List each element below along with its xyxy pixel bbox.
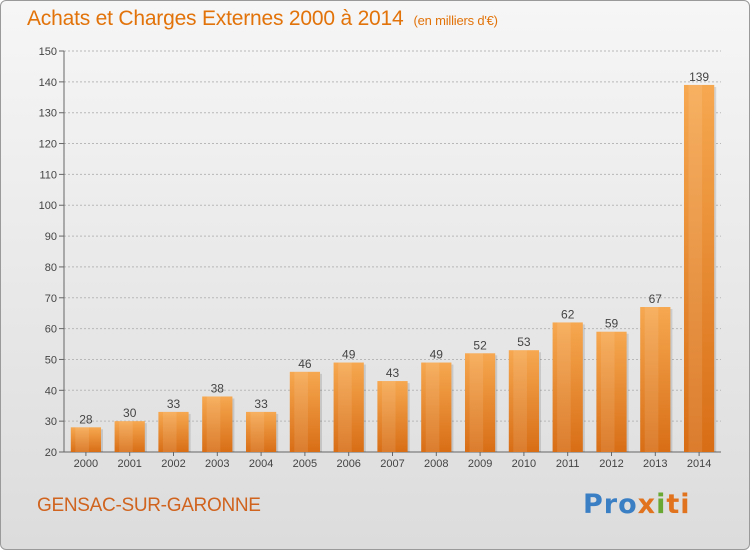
bar-highlight (75, 427, 89, 452)
bar-value-label: 49 (430, 348, 444, 362)
y-tick-label: 90 (45, 231, 57, 243)
x-tick-label: 2011 (556, 458, 580, 470)
bar (421, 362, 452, 452)
bar-value-label: 67 (649, 292, 663, 306)
y-tick-label: 140 (39, 77, 57, 89)
bar (333, 362, 364, 452)
x-tick-label: 2007 (380, 458, 404, 470)
bar-highlight (338, 362, 352, 452)
x-tick-label: 2009 (468, 458, 492, 470)
bar (377, 381, 408, 452)
bar (70, 427, 102, 452)
bar-highlight (600, 331, 615, 452)
bar-value-label: 49 (342, 348, 356, 362)
bar-value-label: 53 (517, 335, 531, 349)
x-tick-label: 2000 (74, 458, 98, 470)
bar (289, 371, 321, 452)
chart-title: Achats et Charges Externes 2000 à 2014 (e… (27, 7, 498, 31)
x-tick-label: 2008 (424, 458, 448, 470)
bar-value-label: 28 (79, 412, 93, 426)
y-tick-label: 100 (39, 200, 57, 212)
bar-highlight (162, 411, 177, 452)
bar-highlight (425, 362, 440, 452)
bar-highlight (119, 421, 133, 452)
bar-value-label: 43 (386, 366, 400, 380)
bar (596, 331, 627, 452)
x-tick-label: 2001 (117, 458, 141, 470)
bar (158, 411, 189, 452)
bar (245, 411, 277, 452)
x-tick-label: 2014 (687, 458, 711, 470)
y-tick-label: 130 (39, 108, 57, 120)
axis-layer: 20 30 40 50 60 70 80 90 100 110 120 130 140 150 2000 20… (39, 46, 721, 470)
bar (683, 84, 715, 452)
bar-layer: 28 30 33 38 33 46 49 43 49 52 53 62 59 67 139 (70, 70, 717, 452)
bar-highlight (688, 84, 703, 452)
x-tick-label: 2013 (643, 458, 667, 470)
bar-value-label: 52 (473, 338, 487, 352)
y-tick-label: 30 (45, 416, 57, 428)
bar-value-label: 139 (689, 70, 709, 84)
bar (202, 396, 233, 452)
y-tick-label: 60 (45, 324, 57, 336)
x-tick-label: 2002 (161, 458, 185, 470)
bar (464, 353, 496, 452)
bar (114, 421, 145, 452)
x-tick-label: 2010 (512, 458, 536, 470)
y-tick-label: 20 (45, 447, 57, 459)
place-name: GENSAC-SUR-GARONNE (37, 495, 261, 516)
bar-highlight (206, 396, 221, 452)
proxiti-logo: Proxiti (583, 489, 691, 520)
bar-highlight (381, 381, 396, 452)
bar-highlight (294, 371, 308, 452)
y-tick-label: 120 (39, 139, 57, 151)
bar-highlight (469, 353, 484, 452)
bar-value-label: 59 (605, 317, 619, 331)
bar-highlight (644, 307, 659, 452)
bar-highlight (557, 322, 571, 452)
bar-highlight (513, 350, 527, 452)
bar-highlight (250, 411, 265, 452)
bar-value-label: 62 (561, 307, 575, 321)
bar-value-label: 30 (123, 406, 137, 420)
y-tick-label: 50 (45, 354, 57, 366)
y-tick-label: 110 (39, 169, 57, 181)
x-tick-label: 2012 (599, 458, 623, 470)
bar-value-label: 33 (254, 397, 268, 411)
y-tick-label: 150 (39, 46, 57, 58)
x-tick-label: 2003 (205, 458, 229, 470)
x-tick-label: 2004 (249, 458, 273, 470)
y-tick-label: 70 (45, 293, 57, 305)
bar-value-label: 46 (298, 357, 312, 371)
bar-value-label: 38 (211, 381, 225, 395)
x-tick-label: 2005 (293, 458, 317, 470)
chart-title-text: Achats et Charges Externes 2000 à 2014 (27, 7, 404, 30)
bar-value-label: 33 (167, 397, 181, 411)
x-tick-label: 2006 (336, 458, 360, 470)
y-tick-label: 80 (45, 262, 57, 274)
bar (640, 307, 671, 452)
bar (508, 350, 540, 452)
bar (552, 322, 583, 452)
unit-note: (en milliers d'€) (413, 13, 498, 28)
y-tick-label: 40 (45, 385, 57, 397)
